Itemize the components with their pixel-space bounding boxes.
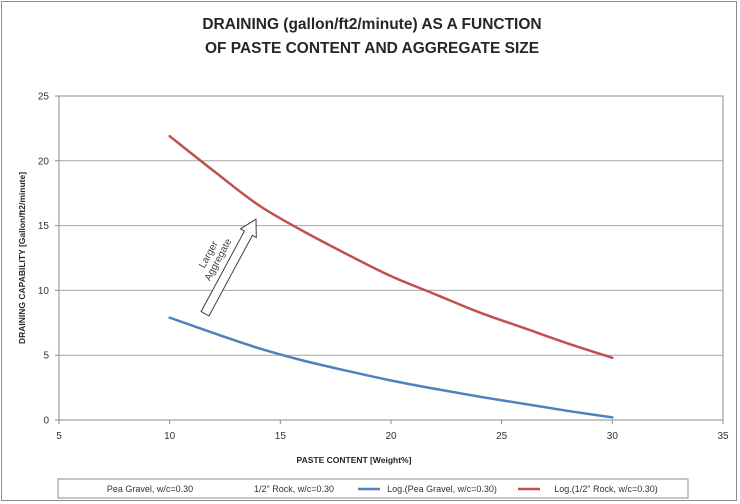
x-axis-title: PASTE CONTENT [Weight%] [297,455,412,465]
x-tick-label-0: 5 [56,431,62,442]
y-tick-label-1: 5 [43,351,49,362]
x-tick-label-2: 15 [275,431,287,442]
legend-label-3: Log.(1/2" Rock, w/c=0.30) [554,484,658,494]
plot-area [58,95,724,421]
legend-label-2: Log.(Pea Gravel, w/c=0.30) [387,484,497,494]
y-axis-ticks: 0 5 10 15 20 25 [38,92,59,427]
x-axis-ticks: 5 10 15 20 25 30 35 [56,420,729,442]
y-tick-label-4: 20 [38,156,50,167]
x-tick-label-4: 25 [496,431,508,442]
y-axis-title: DRAINING CAPABILITY [Gallon/ft2/minute] [17,172,27,344]
y-tick-label-3: 15 [38,221,50,232]
arrow-up-right-icon [200,218,257,317]
gridlines [59,160,723,356]
series-line-2 [168,316,614,419]
series-line-3 [168,134,614,360]
series-layer [168,134,614,419]
x-tick-label-3: 20 [385,431,397,442]
x-tick-label-1: 10 [164,431,176,442]
x-tick-label-5: 30 [607,431,619,442]
x-tick-label-6: 35 [717,431,729,442]
y-tick-label-0: 0 [43,416,49,427]
y-tick-label-5: 25 [38,92,50,103]
y-tick-label-2: 10 [38,286,50,297]
legend-label-0: Pea Gravel, w/c=0.30 [107,484,193,494]
legend-label-1: 1/2" Rock, w/c=0.30 [254,484,334,494]
legend: Pea Gravel, w/c=0.30 1/2" Rock, w/c=0.30 L… [57,478,689,499]
chart-title-line-2: OF PASTE CONTENT AND AGGREGATE SIZE [205,40,539,57]
chart-title-line-1: DRAINING (gallon/ft2/minute) AS A FUNCTI… [202,16,541,33]
